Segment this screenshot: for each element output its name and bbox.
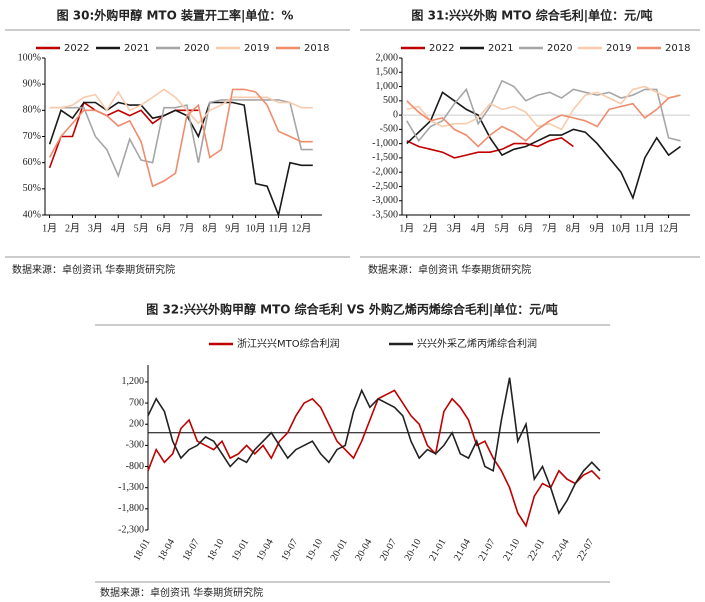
- y-tick-label: -3,000: [372, 195, 398, 206]
- y-tick-label: -2,500: [372, 181, 398, 192]
- x-tick-label: 4月: [471, 222, 486, 234]
- x-tick-label: 7月: [542, 222, 557, 234]
- y-tick-label: -500: [380, 124, 398, 135]
- x-tick-label: 5月: [494, 222, 509, 234]
- x-tick-label: 1月: [399, 222, 414, 234]
- legend-label: 2021: [488, 43, 513, 54]
- legend-label: 2020: [184, 43, 209, 54]
- y-tick-label: 90%: [23, 78, 41, 89]
- legend-label: 2020: [547, 43, 572, 54]
- legend-label: 2019: [244, 43, 269, 54]
- x-tick-label: 10月: [246, 222, 266, 234]
- x-tick-label: 6月: [518, 222, 533, 234]
- legend-label: 2019: [606, 43, 631, 54]
- y-tick-label: -2,000: [372, 166, 398, 177]
- x-tick-label: 2月: [65, 222, 80, 234]
- x-tick-label: 10月: [611, 222, 631, 234]
- y-tick-label: -2,300: [118, 524, 144, 535]
- series-line: [147, 389, 601, 528]
- y-tick-label: -1,000: [372, 138, 398, 149]
- legend-label: 2018: [304, 43, 329, 54]
- x-tick-label: 4月: [111, 222, 126, 234]
- legend-label: 浙江兴兴MTO综合利润: [237, 337, 340, 350]
- x-tick-label: 9月: [590, 222, 605, 234]
- y-tick-label: 70%: [23, 131, 41, 142]
- legend-label: 兴兴外采乙烯丙烯综合利润: [417, 337, 537, 350]
- x-tick-label: 1月: [42, 222, 57, 234]
- y-tick-label: 100%: [18, 52, 41, 63]
- series-line: [406, 91, 681, 201]
- y-tick-label: 80%: [23, 105, 41, 116]
- x-tick-label: 3月: [447, 222, 462, 234]
- series-line: [48, 101, 313, 218]
- y-tick-label: 1,500: [376, 67, 399, 78]
- x-tick-label: 7月: [179, 222, 194, 234]
- series-line: [49, 88, 313, 125]
- x-tick-label: 12月: [659, 222, 679, 234]
- x-tick-label: 11月: [269, 222, 289, 234]
- x-tick-label: 8月: [566, 222, 581, 234]
- x-tick-label: 3月: [88, 222, 103, 234]
- series-line: [406, 94, 681, 148]
- y-tick-label: 700: [129, 397, 144, 408]
- series-line: [147, 377, 601, 515]
- y-tick-label: -1,300: [118, 482, 144, 493]
- x-tick-label: 9月: [225, 222, 240, 234]
- y-tick-label: 40%: [23, 209, 41, 220]
- y-tick-label: 60%: [23, 157, 41, 168]
- y-tick-label: -1,500: [372, 152, 398, 163]
- y-tick-label: 200: [129, 419, 144, 430]
- chart-title: 图 30:外购甲醇 MTO 装置开工率|单位：%: [57, 8, 294, 23]
- source-note: 数据来源：卓创资讯 华泰期货研究院: [368, 263, 531, 276]
- x-tick-label: 5月: [134, 222, 149, 234]
- x-tick-label: 2月: [423, 222, 438, 234]
- legend-label: 2021: [124, 43, 149, 54]
- y-tick-label: 1,200: [122, 376, 145, 387]
- y-tick-label: 2,000: [376, 52, 399, 63]
- chart-title: 图 32:兴兴外购甲醇 MTO 综合毛利 VS 外购乙烯丙烯综合毛利|单位：元/…: [146, 302, 557, 317]
- series-line: [406, 137, 574, 159]
- x-tick-label: 8月: [202, 222, 217, 234]
- y-tick-label: -300: [126, 440, 144, 451]
- y-tick-label: -3,500: [372, 209, 398, 220]
- y-tick-label: 50%: [23, 183, 41, 194]
- legend-label: 2022: [64, 43, 89, 54]
- series-line: [49, 99, 313, 179]
- y-tick-label: 0: [393, 109, 398, 120]
- legend-label: 2018: [665, 43, 690, 54]
- y-tick-label: -1,800: [118, 503, 144, 514]
- legend-label: 2022: [429, 43, 454, 54]
- x-tick-label: 11月: [635, 222, 655, 234]
- series-line: [48, 88, 313, 188]
- source-note: 数据来源：卓创资讯 华泰期货研究院: [12, 263, 175, 276]
- series-line: [406, 79, 681, 143]
- y-tick-label: 1,000: [376, 81, 399, 92]
- x-tick-label: 12月: [291, 222, 311, 234]
- x-tick-label: 6月: [157, 222, 172, 234]
- y-tick-label: -800: [126, 461, 144, 472]
- source-note: 数据来源：卓创资讯 华泰期货研究院: [100, 586, 263, 599]
- y-tick-label: 500: [383, 95, 398, 106]
- chart-title: 图 31:兴兴外购 MTO 综合毛利|单位：元/吨: [411, 8, 652, 23]
